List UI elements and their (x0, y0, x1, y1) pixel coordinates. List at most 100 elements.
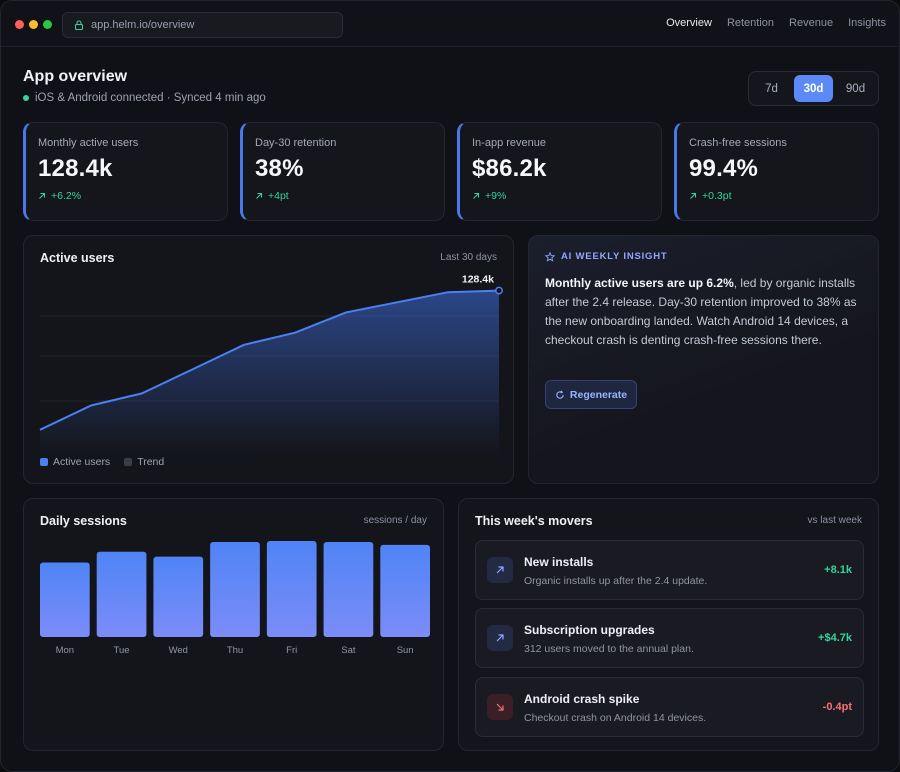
mover-title: New installs (524, 555, 594, 569)
kpi-card-day30-retention[interactable]: Day-30 retention 38% +4pt (240, 122, 445, 221)
bar-sat[interactable] (323, 541, 374, 637)
insight-body: , led by organic installs after the 2.4 … (545, 276, 857, 347)
legend-label: Active users (53, 456, 111, 468)
arrow-up-right-icon (256, 192, 263, 199)
ai-insight-panel: AI WEEKLY INSIGHT Monthly active users a… (528, 235, 879, 484)
lock-icon (74, 20, 84, 31)
active-users-range: Last 30 days (440, 252, 497, 263)
day-label: Sun (396, 645, 414, 656)
arrow-up-right-icon (473, 192, 480, 199)
refresh-icon (556, 390, 564, 399)
kpi-delta-value: +0.3pt (702, 190, 732, 202)
arrow-up-right-icon (487, 557, 513, 583)
movers-title: This week's movers (475, 514, 593, 528)
arrow-up-right-icon (487, 625, 513, 651)
mover-description: 312 users moved to the annual plan. (524, 643, 694, 655)
mover-new-installs[interactable]: New installs Organic installs up after t… (475, 540, 864, 600)
active-users-chart: 128.4k (39, 274, 503, 456)
insight-text: Monthly active users are up 6.2%, led by… (545, 274, 867, 350)
connected-status-dot (23, 95, 29, 101)
legend-item-trend[interactable]: Trend (124, 456, 164, 468)
kpi-value: $86.2k (472, 155, 547, 182)
legend-item-active-users[interactable]: Active users (40, 456, 110, 468)
regenerate-button[interactable]: Regenerate (545, 380, 637, 409)
minimize-window-button[interactable] (29, 20, 38, 29)
movers-panel: This week's movers vs last week New inst… (458, 498, 879, 751)
active-users-area (40, 290, 499, 456)
nav-insights[interactable]: Insights (848, 17, 886, 29)
active-users-swatch (40, 458, 48, 466)
kpi-label: Crash-free sessions (689, 137, 787, 149)
bar-tue[interactable] (96, 551, 147, 637)
mover-android-crash-spike[interactable]: Android crash spike Checkout crash on An… (475, 677, 864, 737)
mover-value: +8.1k (824, 564, 852, 576)
url-text: app.helm.io/overview (91, 19, 195, 31)
mover-description: Checkout crash on Android 14 devices. (524, 712, 707, 724)
range-90d-button[interactable]: 90d (845, 82, 866, 95)
maximize-window-button[interactable] (43, 20, 52, 29)
daily-sessions-unit: sessions / day (363, 515, 427, 526)
page-title: App overview (23, 68, 128, 85)
sync-status: iOS & Android connected · Synced 4 min a… (23, 92, 266, 104)
end-value-label: 128.4k (462, 274, 494, 286)
range-7d-button[interactable]: 7d (765, 82, 778, 95)
kpi-value: 38% (255, 155, 304, 182)
kpi-label: Monthly active users (38, 137, 139, 149)
address-bar[interactable]: app.helm.io/overview (62, 12, 343, 38)
close-window-button[interactable] (15, 20, 24, 29)
mover-title: Android crash spike (524, 692, 640, 706)
nav-retention[interactable]: Retention (726, 17, 775, 29)
kpi-label: Day-30 retention (255, 137, 337, 149)
bar-thu[interactable] (210, 541, 260, 637)
arrow-up-right-icon (39, 192, 46, 199)
arrow-up-right-icon (690, 192, 697, 199)
kpi-value: 128.4k (38, 155, 113, 182)
data-point[interactable] (495, 286, 503, 295)
insight-lead: Monthly active users are up 6.2% (545, 276, 734, 290)
range-30d-button[interactable]: 30d (794, 75, 833, 102)
nav-overview[interactable]: Overview (666, 17, 712, 29)
daily-sessions-panel: Daily sessions sessions / day Mon Tue Wed T… (23, 498, 444, 751)
active-users-line (39, 289, 500, 431)
kpi-delta: +9% (472, 190, 661, 202)
star-icon (545, 251, 555, 262)
day-label: Fri (286, 645, 298, 656)
mover-value: +$4.7k (818, 632, 852, 644)
kpi-card-monthly-active-users[interactable]: Monthly active users 128.4k +6.2% (23, 122, 228, 221)
insight-tag-label: AI WEEKLY INSIGHT (561, 251, 668, 262)
sync-status-text: iOS & Android connected · Synced 4 min a… (35, 92, 266, 104)
kpi-delta-value: +4pt (268, 190, 289, 202)
mover-subscription-upgrades[interactable]: Subscription upgrades 312 users moved to… (475, 608, 864, 668)
kpi-delta: +6.2% (38, 190, 227, 202)
kpi-value: 99.4% (689, 155, 759, 182)
daily-sessions-title: Daily sessions (40, 514, 127, 528)
kpi-card-crash-free-sessions[interactable]: Crash-free sessions 99.4% +0.3pt (674, 122, 879, 221)
regenerate-label: Regenerate (569, 388, 628, 401)
bar-wed[interactable] (153, 556, 204, 637)
bar-sun[interactable] (380, 544, 430, 637)
chart-legend: Active users Trend (40, 456, 164, 468)
day-label: Wed (168, 645, 188, 656)
date-range-toggle: 7d 30d 90d (748, 71, 879, 106)
active-users-title: Active users (40, 251, 115, 265)
trend-swatch (124, 458, 133, 466)
kpi-delta-value: +6.2% (51, 190, 82, 202)
bar-fri[interactable] (266, 540, 317, 637)
kpi-card-in-app-revenue[interactable]: In-app revenue $86.2k +9% (457, 122, 662, 221)
day-label: Sat (341, 645, 356, 656)
mover-title: Subscription upgrades (524, 623, 655, 637)
mover-value: -0.4pt (822, 701, 852, 713)
insight-tag: AI WEEKLY INSIGHT (545, 251, 668, 262)
kpi-delta: +0.3pt (689, 190, 878, 202)
bar-mon[interactable] (40, 562, 90, 637)
arrow-down-right-icon (487, 694, 513, 720)
mover-description: Organic installs up after the 2.4 update… (524, 575, 708, 587)
title-bar: app.helm.io/overview Overview Retention … (1, 1, 899, 47)
kpi-delta-value: +9% (485, 190, 507, 202)
nav-revenue[interactable]: Revenue (789, 17, 834, 29)
daily-sessions-chart (40, 540, 430, 637)
kpi-delta: +4pt (255, 190, 444, 202)
top-nav: Overview Retention Revenue Insights (666, 17, 886, 29)
day-label: Tue (113, 645, 130, 656)
